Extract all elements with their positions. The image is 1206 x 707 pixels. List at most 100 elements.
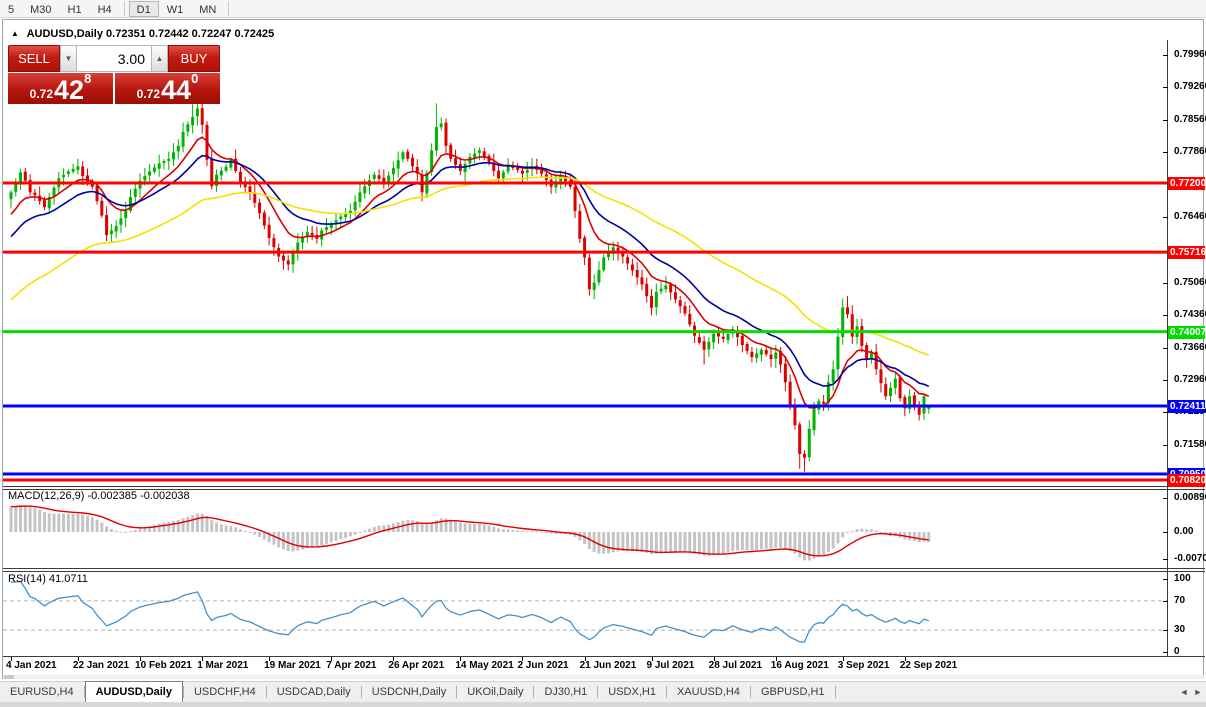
- price-level-label-0.70820: 0.70820: [1168, 474, 1206, 488]
- date-tick-mark: [584, 657, 586, 661]
- pane-separator[interactable]: [3, 568, 1205, 569]
- price-tick-mark: [1163, 282, 1168, 284]
- macd-tick-label: 0.008904: [1174, 491, 1206, 503]
- chart-title: ▲ AUDUSD,Daily 0.72351 0.72442 0.72247 0…: [11, 28, 274, 40]
- tab-separator: [533, 686, 535, 698]
- price-tick-mark: [1163, 119, 1168, 121]
- tab-separator: [749, 686, 751, 698]
- chart-hscroll-thumb[interactable]: [4, 675, 14, 679]
- date-tick-mark: [713, 657, 715, 661]
- period-button-MN[interactable]: MN: [199, 3, 217, 16]
- period-button-5[interactable]: 5: [8, 3, 15, 16]
- tab-USDX-H1[interactable]: USDX,H1: [608, 686, 656, 698]
- price-tick-mark: [1163, 54, 1168, 56]
- one-click-trading-panel: SELL ▼ ▲ BUY 0.72 42 8 0.72 44 0: [8, 45, 220, 104]
- tabs-scroll-right-button[interactable]: ►: [1193, 687, 1203, 697]
- rsi-tick-mark: [1163, 600, 1168, 602]
- buy-price-big: 44: [161, 75, 192, 105]
- date-tick-mark: [842, 657, 844, 661]
- volume-increase-button[interactable]: ▲: [151, 45, 168, 72]
- date-label: 2 Jun 2021: [517, 660, 569, 671]
- spin-down-icon: ▼: [64, 54, 73, 63]
- period-button-W1[interactable]: W1: [166, 3, 184, 16]
- ma-20-line: [10, 154, 930, 388]
- tab-DJ30-H1[interactable]: DJ30,H1: [544, 686, 588, 698]
- date-tick-mark: [460, 657, 462, 661]
- chart-window: ▲ AUDUSD,Daily 0.72351 0.72442 0.72247 0…: [2, 19, 1206, 679]
- volume-decrease-button[interactable]: ▼: [60, 45, 77, 72]
- rsi-tick-label: 70: [1174, 594, 1186, 606]
- date-label: 22 Sep 2021: [899, 660, 958, 671]
- price-tick-mark: [1163, 347, 1168, 349]
- sell-price-big: 42: [54, 75, 85, 105]
- macd-signal-line: [10, 505, 929, 557]
- toolbar-separator: [123, 1, 125, 16]
- rsi-tick-mark: [1163, 630, 1168, 632]
- macd-indicator-pane: [9, 505, 931, 561]
- rsi-tick-label: 30: [1174, 624, 1186, 636]
- buy-price-display[interactable]: 0.72 44 0: [115, 72, 220, 105]
- sell-price-display[interactable]: 0.72 42 8: [8, 71, 113, 105]
- price-tick-mark: [1163, 412, 1168, 414]
- tab-separator: [182, 686, 184, 698]
- pane-separator[interactable]: [3, 489, 1205, 490]
- tab-UKOil-Daily[interactable]: UKOil,Daily: [467, 686, 524, 698]
- price-level-label-0.74007: 0.74007: [1168, 325, 1206, 339]
- period-button-M30[interactable]: M30: [30, 3, 52, 16]
- sell-button[interactable]: SELL: [8, 45, 60, 72]
- date-tick-mark: [904, 657, 906, 661]
- date-tick-mark: [77, 657, 79, 661]
- date-label: 26 Apr 2021: [388, 660, 445, 671]
- period-button-D1[interactable]: D1: [128, 0, 159, 17]
- date-label: 9 Jul 2021: [646, 660, 695, 671]
- tab-GBPUSD-H1[interactable]: GBPUSD,H1: [760, 686, 825, 698]
- period-toolbar: 5 M30 H1 H4 D1 W1 MN: [0, 0, 1206, 18]
- chart-tab-bar: EURUSD,H4 AUDUSD,Daily USDCHF,H4 USDCAD,Dai…: [0, 681, 1206, 702]
- date-tick-mark: [393, 657, 395, 661]
- main-price-chart[interactable]: [3, 40, 1167, 486]
- date-tick-mark: [202, 657, 204, 661]
- price-tick-mark: [1163, 152, 1168, 154]
- tab-USDCNH-Daily[interactable]: USDCNH,Daily: [371, 686, 447, 698]
- buy-button[interactable]: BUY: [168, 45, 220, 72]
- ma-55-line: [10, 176, 930, 357]
- volume-input[interactable]: [77, 45, 151, 72]
- rsi-tick-label: 100: [1174, 573, 1191, 584]
- period-button-H4[interactable]: H4: [97, 3, 112, 16]
- tab-EURUSD-H4[interactable]: EURUSD,H4: [10, 686, 74, 698]
- chart-hscroll[interactable]: [3, 675, 1205, 679]
- tab-XAUUSD-H4[interactable]: XAUUSD,H4: [676, 686, 740, 698]
- collapse-triangle-icon[interactable]: ▲: [11, 29, 19, 38]
- rsi-label: RSI(14) 41.0711: [8, 573, 88, 585]
- chart-symbol-label: AUDUSD,Daily: [26, 28, 103, 40]
- rsi-tick-label: 0: [1174, 646, 1180, 657]
- price-level-label-0.72411: 0.72411: [1168, 399, 1206, 413]
- buy-price-prefix: 0.72: [136, 87, 161, 101]
- tab-AUDUSD-Daily[interactable]: AUDUSD,Daily: [84, 681, 183, 702]
- period-button-H1[interactable]: H1: [67, 3, 82, 16]
- tab-USDCHF-H4[interactable]: USDCHF,H4: [193, 686, 256, 698]
- tab-USDCAD-Daily[interactable]: USDCAD,Daily: [276, 686, 351, 698]
- tab-separator: [360, 686, 362, 698]
- date-tick-mark: [11, 657, 12, 661]
- pane-separator[interactable]: [3, 486, 1205, 487]
- pane-separator[interactable]: [3, 571, 1205, 572]
- macd-label: MACD(12,26,9) -0.002385 -0.002038: [8, 490, 190, 502]
- tabs-scroll-left-button[interactable]: ◄: [1179, 687, 1189, 697]
- date-label: 21 Jun 2021: [579, 660, 637, 671]
- sell-price-sup: 8: [84, 71, 92, 86]
- date-tick-mark: [522, 657, 524, 661]
- price-tick-mark: [1163, 87, 1168, 89]
- tab-separator: [265, 686, 267, 698]
- date-tick-mark: [331, 657, 333, 661]
- date-tick-mark: [140, 657, 142, 661]
- price-tick-mark: [1163, 380, 1168, 382]
- price-tick-mark: [1163, 217, 1168, 219]
